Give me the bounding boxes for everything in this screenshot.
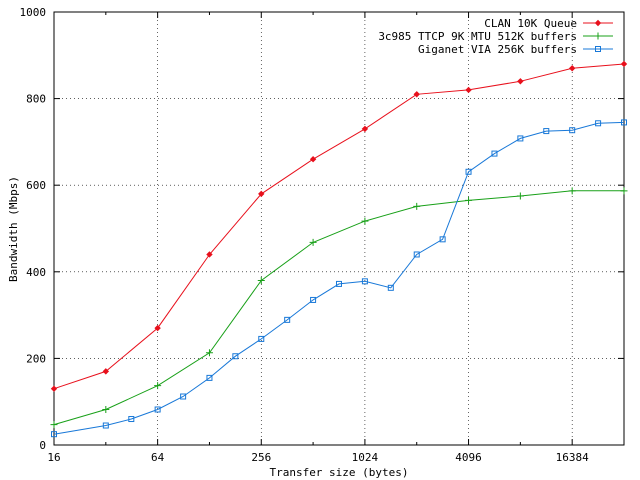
data-point	[310, 296, 317, 303]
x-axis-label: Transfer size (bytes)	[269, 466, 408, 479]
legend-swatch-marker	[594, 32, 602, 40]
x-tick-label: 1024	[352, 451, 379, 464]
data-point	[620, 187, 628, 195]
data-point	[387, 284, 394, 291]
data-point	[232, 353, 239, 360]
x-tick-label: 256	[251, 451, 271, 464]
data-point	[491, 150, 498, 157]
data-point	[154, 324, 161, 332]
data-point	[257, 276, 265, 284]
legend-label: Giganet VIA 256K buffers	[418, 43, 577, 56]
y-axis-label: Bandwidth (Mbps)	[7, 176, 20, 282]
data-point	[413, 251, 420, 258]
series-group	[51, 119, 627, 438]
series-line	[53, 121, 625, 435]
data-point	[180, 393, 187, 400]
data-point	[516, 192, 524, 200]
data-point	[258, 190, 265, 198]
data-point	[258, 335, 265, 342]
x-tick-label: 16	[47, 451, 60, 464]
x-tick-label: 16384	[556, 451, 589, 464]
data-point	[517, 78, 524, 85]
y-tick-label: 1000	[20, 6, 47, 19]
data-point	[206, 374, 213, 381]
y-tick-label: 200	[26, 352, 46, 365]
series-line	[53, 190, 624, 426]
data-point	[205, 349, 213, 357]
legend-label: 3c985 TTCP 9K MTU 512K buffers	[378, 30, 577, 43]
data-point	[621, 119, 627, 126]
data-point	[102, 422, 109, 429]
data-point	[620, 60, 628, 68]
data-point	[413, 91, 420, 98]
legend-label: CLAN 10K Queue	[484, 17, 577, 30]
data-point	[413, 202, 421, 210]
data-point	[284, 316, 291, 323]
data-point	[465, 86, 472, 94]
series-group	[50, 60, 628, 392]
data-point	[361, 125, 369, 133]
data-point	[595, 120, 602, 127]
series-layer	[50, 60, 628, 438]
data-point	[335, 280, 342, 287]
plot-frame	[53, 11, 625, 446]
data-point	[517, 135, 524, 142]
grid-lines	[54, 12, 624, 445]
y-tick-label: 800	[26, 93, 46, 106]
data-point	[361, 278, 368, 285]
data-point	[50, 421, 58, 429]
y-tick-label: 0	[39, 439, 46, 452]
data-point	[465, 168, 472, 175]
x-tick-label: 64	[151, 451, 165, 464]
axis-ticks: 0 200 400 600 800 1000 16 64 256 1024 4096 16384	[20, 6, 625, 464]
y-tick-label: 400	[26, 266, 46, 279]
data-point	[543, 128, 550, 135]
legend-swatch-marker	[594, 19, 602, 27]
data-point	[51, 431, 57, 438]
data-point	[568, 65, 576, 72]
legend-swatch-marker	[595, 46, 601, 52]
data-point	[128, 416, 135, 423]
data-point	[361, 217, 369, 225]
series-line	[53, 63, 625, 390]
series-group	[50, 187, 628, 429]
data-point	[309, 238, 317, 246]
data-point	[206, 251, 213, 258]
data-point	[568, 187, 576, 195]
data-point	[465, 196, 473, 204]
data-point	[309, 156, 317, 163]
data-point	[569, 127, 576, 134]
data-point	[154, 406, 161, 413]
data-point	[154, 382, 162, 390]
x-tick-label: 4096	[455, 451, 482, 464]
data-point	[50, 385, 58, 392]
data-point	[102, 405, 110, 413]
y-tick-label: 600	[26, 179, 46, 192]
data-point	[102, 368, 110, 375]
data-point	[439, 236, 446, 243]
